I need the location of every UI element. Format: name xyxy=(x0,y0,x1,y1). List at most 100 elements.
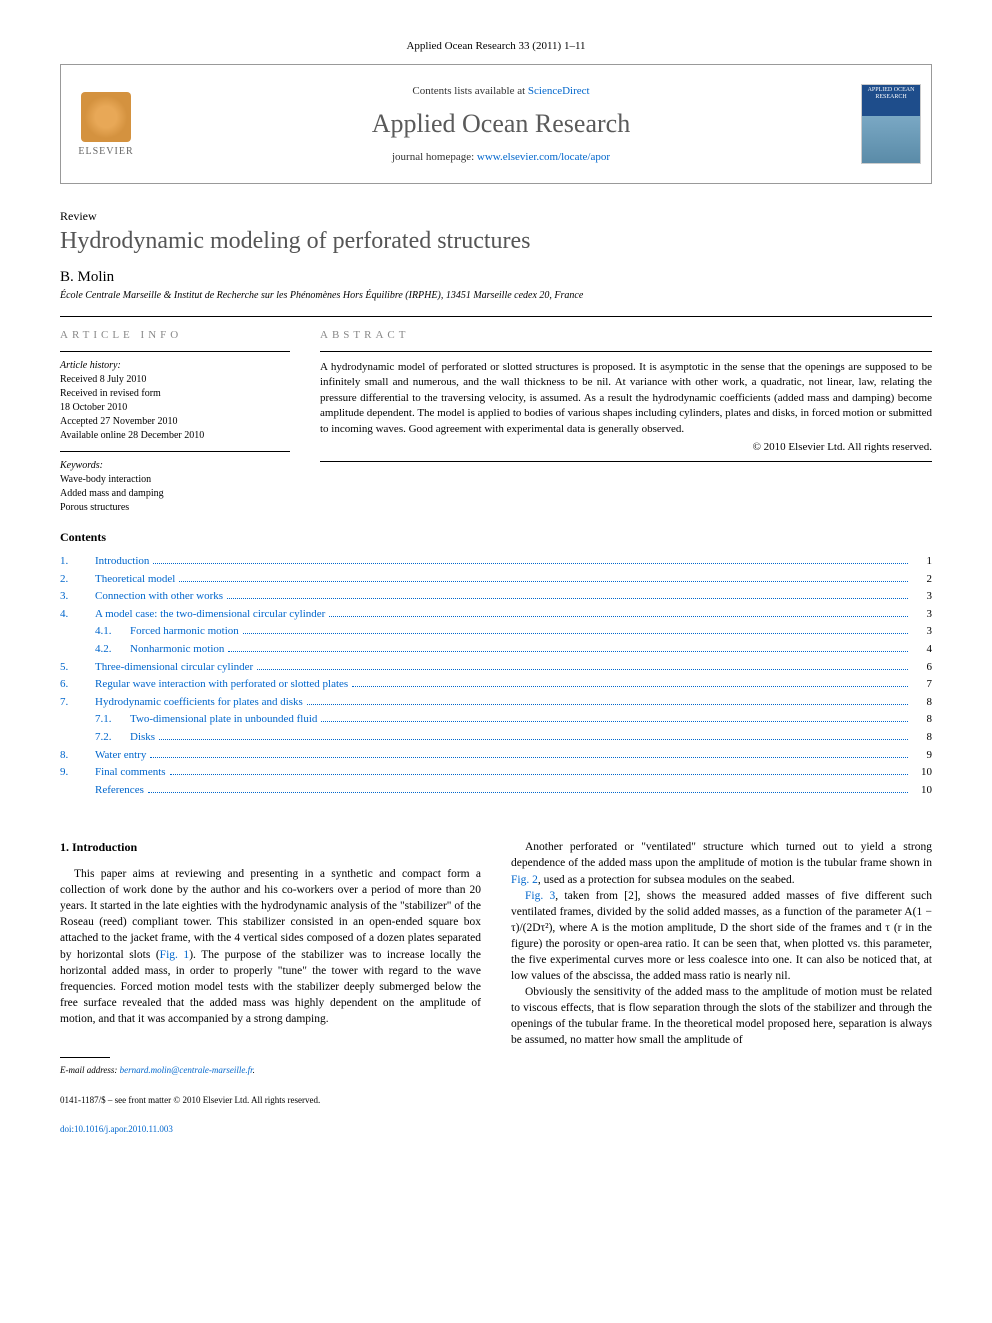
fig-3-link[interactable]: Fig. 3 xyxy=(525,890,555,902)
toc-number: 7.1. xyxy=(60,711,130,729)
toc-dots xyxy=(243,633,908,634)
footnote-email: E-mail address: bernard.molin@centrale-m… xyxy=(60,1064,481,1077)
toc-link[interactable]: Hydrodynamic coefficients for plates and… xyxy=(95,696,303,708)
toc-row: 4.A model case: the two-dimensional circ… xyxy=(60,606,932,624)
body-column-left: 1. Introduction This paper aims at revie… xyxy=(60,839,481,1136)
toc-title: Theoretical model xyxy=(95,571,175,589)
section-1-heading: 1. Introduction xyxy=(60,839,481,856)
cover-title: APPLIED OCEAN RESEARCH xyxy=(862,85,920,116)
info-divider xyxy=(60,351,290,352)
paragraph-2: Another perforated or "ventilated" struc… xyxy=(511,839,932,887)
toc-title: Introduction xyxy=(95,553,149,571)
toc-number: 4.2. xyxy=(60,641,130,659)
toc-link[interactable]: Two-dimensional plate in unbounded fluid xyxy=(130,713,317,725)
email-label: E-mail address: xyxy=(60,1065,120,1075)
p1-text: This paper aims at reviewing and present… xyxy=(60,868,481,960)
fig-2-link[interactable]: Fig. 2 xyxy=(511,874,538,886)
toc-link[interactable]: A model case: the two-dimensional circul… xyxy=(95,608,325,620)
toc-dots xyxy=(321,721,908,722)
homepage-prefix: journal homepage: xyxy=(392,151,477,163)
toc-link[interactable]: Forced harmonic motion xyxy=(130,625,239,637)
p2a-text: Another perforated or "ventilated" struc… xyxy=(511,841,932,869)
keywords-label: Keywords: xyxy=(60,460,290,471)
sciencedirect-link[interactable]: ScienceDirect xyxy=(528,85,590,97)
toc-number: 9. xyxy=(60,764,95,782)
toc-link[interactable]: Introduction xyxy=(95,555,149,567)
toc-link[interactable]: Connection with other works xyxy=(95,590,223,602)
doi-link[interactable]: doi:10.1016/j.apor.2010.11.003 xyxy=(60,1124,173,1134)
toc-link[interactable]: Nonharmonic motion xyxy=(130,643,224,655)
toc-link[interactable]: Disks xyxy=(130,731,155,743)
toc-page: 10 xyxy=(912,782,932,800)
toc-link[interactable]: Water entry xyxy=(95,749,146,761)
toc-dots xyxy=(329,616,908,617)
revised-date: 18 October 2010 xyxy=(60,401,290,415)
toc-row: 8.Water entry9 xyxy=(60,747,932,765)
toc-row: 4.1.Forced harmonic motion3 xyxy=(60,623,932,641)
toc-link[interactable]: Three-dimensional circular cylinder xyxy=(95,661,253,673)
contents-prefix: Contents lists available at xyxy=(412,85,527,97)
toc-number: 7.2. xyxy=(60,729,130,747)
toc-dots xyxy=(227,598,908,599)
journal-cover: APPLIED OCEAN RESEARCH xyxy=(851,65,931,183)
contents-available-line: Contents lists available at ScienceDirec… xyxy=(412,85,589,97)
abstract-divider xyxy=(320,461,932,462)
toc-number: 7. xyxy=(60,694,95,712)
toc-title: Three-dimensional circular cylinder xyxy=(95,659,253,677)
toc-row: 1.Introduction 1 xyxy=(60,553,932,571)
toc-dots xyxy=(148,792,908,793)
toc-page: 6 xyxy=(912,659,932,677)
homepage-link[interactable]: www.elsevier.com/locate/apor xyxy=(477,151,610,163)
toc-link[interactable]: Theoretical model xyxy=(95,573,175,585)
toc-page: 2 xyxy=(912,571,932,589)
received-date: Received 8 July 2010 xyxy=(60,373,290,387)
toc-row: References 10 xyxy=(60,782,932,800)
toc-number: 8. xyxy=(60,747,95,765)
footer-issn: 0141-1187/$ – see front matter © 2010 El… xyxy=(60,1095,481,1107)
abstract-column: ABSTRACT A hydrodynamic model of perfora… xyxy=(320,329,932,515)
accepted-date: Accepted 27 November 2010 xyxy=(60,415,290,429)
footnote-separator xyxy=(60,1057,110,1058)
toc-number: 1. xyxy=(60,553,95,571)
toc-dots xyxy=(352,686,908,687)
p3a-text: , taken from [2], shows the measured add… xyxy=(511,890,932,982)
toc-number: 2. xyxy=(60,571,95,589)
author-affiliation: École Centrale Marseille & Institut de R… xyxy=(60,290,932,301)
toc-link[interactable]: Regular wave interaction with perforated… xyxy=(95,678,348,690)
toc-row: 7.1.Two-dimensional plate in unbounded f… xyxy=(60,711,932,729)
p2b-text: , used as a protection for subsea module… xyxy=(538,874,795,886)
history-label: Article history: xyxy=(60,360,290,371)
fig-1-link[interactable]: Fig. 1 xyxy=(160,949,190,961)
author-name: B. Molin xyxy=(60,269,932,286)
journal-name: Applied Ocean Research xyxy=(372,109,630,139)
toc-title: Two-dimensional plate in unbounded fluid xyxy=(130,711,317,729)
toc-row: 5.Three-dimensional circular cylinder6 xyxy=(60,659,932,677)
toc-number: 6. xyxy=(60,676,95,694)
toc-dots xyxy=(179,581,908,582)
toc-number: 4. xyxy=(60,606,95,624)
toc-link[interactable]: Final comments xyxy=(95,766,166,778)
article-info-column: ARTICLE INFO Article history: Received 8… xyxy=(60,329,290,515)
toc-page: 8 xyxy=(912,694,932,712)
toc-title: Nonharmonic motion xyxy=(130,641,224,659)
email-link[interactable]: bernard.molin@centrale-marseille.fr xyxy=(120,1065,253,1075)
toc-link[interactable]: References xyxy=(95,784,144,796)
footer-doi: doi:10.1016/j.apor.2010.11.003 xyxy=(60,1124,481,1136)
paragraph-3: Fig. 3, taken from [2], shows the measur… xyxy=(511,888,932,985)
toc-dots xyxy=(153,563,908,564)
abstract-divider xyxy=(320,351,932,352)
toc-title: Disks xyxy=(130,729,155,747)
toc-row: 7.2.Disks8 xyxy=(60,729,932,747)
keyword-3: Porous structures xyxy=(60,501,290,515)
toc-page: 1 xyxy=(912,553,932,571)
abstract-heading: ABSTRACT xyxy=(320,329,932,341)
toc-row: 3.Connection with other works3 xyxy=(60,588,932,606)
toc-number: 4.1. xyxy=(60,623,130,641)
toc-row: 6.Regular wave interaction with perforat… xyxy=(60,676,932,694)
journal-homepage-line: journal homepage: www.elsevier.com/locat… xyxy=(392,151,610,163)
abstract-text: A hydrodynamic model of perforated or sl… xyxy=(320,360,932,437)
toc-dots xyxy=(159,739,908,740)
toc-page: 3 xyxy=(912,606,932,624)
toc-page: 8 xyxy=(912,711,932,729)
toc-title: References xyxy=(95,782,144,800)
